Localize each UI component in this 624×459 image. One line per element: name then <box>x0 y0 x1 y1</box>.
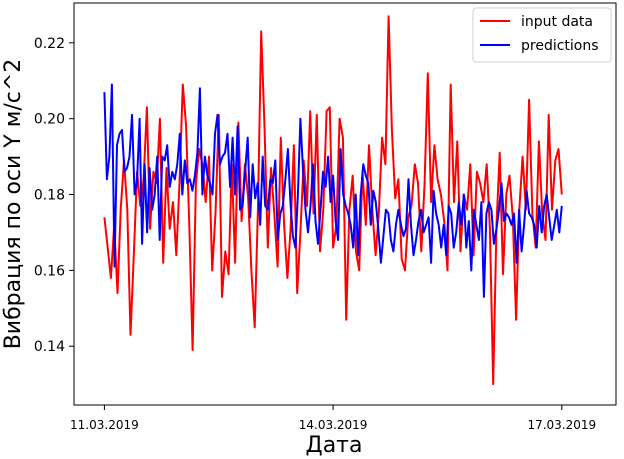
legend-label-input-data: input data <box>521 14 593 30</box>
series-line-predictions <box>103 83 563 298</box>
y-axis: 0.14 0.16 0.18 0.20 0.22 <box>34 36 74 355</box>
y-tick-label: 0.18 <box>34 188 65 204</box>
series-layer <box>103 15 563 386</box>
y-tick-label: 0.22 <box>34 36 65 52</box>
x-tick-label: 14.03.2019 <box>299 418 368 432</box>
x-tick-label: 11.03.2019 <box>70 418 139 432</box>
y-tick-label: 0.16 <box>34 263 65 279</box>
legend-label-predictions: predictions <box>521 38 599 54</box>
y-tick-label: 0.20 <box>34 112 65 128</box>
legend: input data predictions <box>472 7 612 63</box>
y-tick-label: 0.14 <box>34 339 65 355</box>
x-axis-label: Дата <box>306 433 363 458</box>
y-axis-label: Вибрация по оси Y м/с^2 <box>1 59 26 350</box>
x-tick-label: 17.03.2019 <box>527 418 596 432</box>
x-axis: 11.03.2019 14.03.2019 17.03.2019 <box>70 405 596 432</box>
